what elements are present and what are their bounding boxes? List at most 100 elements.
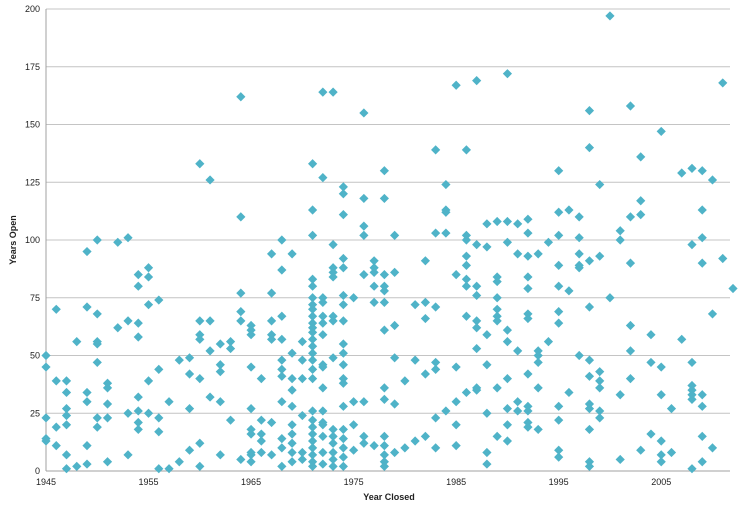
data-point (102, 383, 113, 393)
data-point (615, 235, 625, 245)
data-point (133, 424, 143, 435)
data-point (225, 415, 236, 425)
y-tick-label: 150 (25, 120, 40, 130)
data-point (277, 265, 287, 275)
data-point (307, 281, 318, 291)
data-point (379, 281, 389, 291)
data-point (554, 260, 564, 271)
data-point (564, 387, 574, 398)
y-tick-label: 100 (25, 235, 40, 245)
data-point (225, 337, 236, 347)
data-point (492, 316, 502, 326)
data-point (307, 422, 318, 432)
data-point (718, 253, 728, 264)
data-point (297, 410, 307, 421)
y-axis-title: Years Open (8, 215, 18, 265)
data-point (338, 209, 348, 220)
data-point (164, 464, 174, 474)
data-point (625, 346, 636, 356)
data-point (195, 374, 205, 384)
data-point (379, 394, 389, 404)
data-point (297, 374, 307, 384)
data-point (687, 357, 697, 368)
data-point (656, 126, 666, 137)
data-point (287, 457, 297, 467)
data-point (584, 424, 595, 435)
data-point (82, 440, 92, 451)
data-point (687, 394, 697, 404)
data-point (461, 387, 472, 398)
data-point (492, 304, 502, 314)
data-point (338, 378, 348, 388)
data-point (61, 376, 72, 386)
data-point (584, 256, 595, 266)
data-point (359, 397, 369, 407)
data-point (92, 413, 102, 423)
data-point (328, 263, 338, 273)
x-tick-label: 1945 (36, 477, 56, 487)
data-point (195, 461, 205, 471)
data-point (451, 440, 461, 451)
data-point (287, 447, 297, 458)
data-point (379, 431, 389, 441)
data-point (554, 445, 564, 455)
data-point (41, 413, 51, 423)
data-point (410, 300, 420, 310)
data-point (697, 258, 707, 268)
data-point (605, 11, 615, 21)
data-point (523, 283, 533, 294)
data-point (390, 353, 400, 363)
data-point (697, 401, 707, 411)
data-point (379, 450, 389, 460)
data-point (646, 330, 656, 340)
data-point (307, 230, 318, 240)
data-point (215, 339, 225, 349)
data-point (256, 436, 266, 446)
data-point (92, 309, 102, 319)
data-point (379, 440, 389, 451)
data-point (390, 447, 400, 458)
data-point (318, 406, 328, 416)
data-point (451, 362, 461, 372)
data-point (41, 436, 51, 446)
data-point (287, 429, 297, 439)
x-tick-label: 1995 (549, 477, 569, 487)
data-point (492, 276, 502, 287)
data-point (687, 240, 697, 250)
data-point (523, 214, 533, 224)
data-point (328, 240, 338, 250)
data-point (431, 413, 441, 423)
data-point (338, 316, 348, 326)
data-point (472, 323, 482, 333)
y-tick-label: 200 (25, 4, 40, 14)
data-point (307, 159, 318, 169)
y-axis-ticks: 0 25 50 75 100 125 150 175 200 (25, 4, 40, 476)
data-point (113, 323, 123, 333)
data-point (625, 101, 636, 111)
data-point (61, 410, 72, 421)
data-point (533, 383, 543, 393)
data-point (133, 406, 143, 416)
data-point (246, 424, 256, 435)
data-point (584, 106, 595, 116)
x-tick-label: 1965 (241, 477, 261, 487)
data-point (472, 76, 482, 86)
data-point (338, 461, 348, 471)
data-point (195, 334, 205, 344)
data-point (523, 228, 533, 238)
data-point (266, 417, 277, 428)
data-point (307, 374, 318, 384)
data-point (441, 207, 451, 217)
data-point (687, 390, 697, 400)
data-point (164, 397, 174, 407)
data-point (543, 237, 554, 247)
data-point (102, 413, 113, 423)
data-point (318, 311, 328, 321)
data-point (338, 300, 348, 310)
data-point (502, 237, 513, 247)
data-point (328, 438, 338, 448)
data-point (554, 207, 564, 217)
data-point (246, 450, 256, 460)
data-point (697, 205, 707, 215)
data-point (154, 427, 164, 437)
